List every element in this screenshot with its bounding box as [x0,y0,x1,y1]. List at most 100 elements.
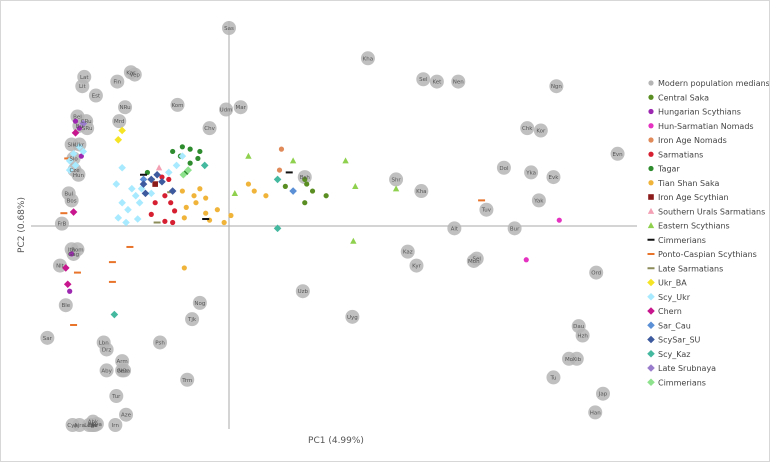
population-label: Uzb [298,289,309,295]
legend-label: Scy_Kaz [658,350,690,359]
legend-item: Sarmatians [648,150,703,159]
tian-shan-saka-point [193,200,199,206]
population-label: Fin [113,80,121,86]
population-median-point [192,295,207,310]
population-median-point [569,351,584,366]
sar-cau-point [139,175,148,184]
legend-marker [647,321,655,330]
population-label: Psh [155,340,165,346]
legend-marker [647,364,655,372]
population-label: Nlt [56,264,65,270]
sar-cau-point [289,187,297,195]
axes-layer [31,21,637,429]
population-label: NOa [118,368,130,374]
population-label: Shr [391,177,401,183]
population-label: Alt [451,226,459,232]
population-label: Trm [181,378,192,384]
legend-marker [647,238,655,241]
sarmatians-point [159,174,165,180]
ukr-ba-point [118,126,126,135]
population-label: Lbn [99,340,110,346]
tagar-point [170,148,176,155]
scy-ukr-point [112,180,121,188]
legend-item: Cimmerians [647,378,706,387]
population-label: Nen [453,80,464,86]
chern-point [69,208,78,216]
legend-item: Chern [647,307,682,316]
central-saka-point [304,181,310,187]
population-label: Bul [64,191,73,197]
population-label: FrB [58,222,67,228]
population-median-point [58,298,73,313]
population-label: Udm [220,108,233,114]
population-median-point [153,335,168,350]
population-label: Sel [473,257,482,263]
legend-label: Ukr_BA [658,279,687,288]
legend-marker [647,253,655,255]
hun-sarmatian-nomads-point [556,217,562,223]
legend-label: Eastern Scythians [658,222,730,231]
population-label: Yka [525,170,536,176]
legend-item: Central Saka [648,93,709,102]
tian-shan-saka-point [179,188,185,194]
tagar-point [197,148,203,155]
sarmatians-point [166,176,172,183]
sarmatians-point [152,200,158,206]
population-median-point [546,170,561,185]
sarmatians-point [170,219,176,226]
population-label: Aze [121,413,132,419]
eastern-scythians-point [392,185,400,192]
scy-ukr-point [65,156,74,165]
scy-ukr-point [137,184,146,193]
x-axis-title: PC1 (4.99%) [308,436,364,446]
legend-item: Hun-Sarmatian Nomads [648,122,754,131]
legend-item: Ukr_BA [647,279,687,288]
eastern-scythians-point [289,157,297,164]
population-label: Geo [117,368,129,374]
hungarian-scythians-point [76,125,82,131]
iron-age-scythian-point [152,181,158,187]
population-label: Kor [536,128,546,134]
scy-ukr-point [71,161,80,170]
population-median-point [99,363,114,378]
legend-label: Scy_Ukr [658,293,691,302]
population-label: Hzh [577,333,588,339]
population-label: Evk [548,175,559,181]
scysar-su-point [141,189,150,198]
legend-marker [647,307,655,315]
late-sarmatians-point [153,221,161,224]
population-median-point [416,72,431,87]
scy-kaz-point [273,175,282,184]
tian-shan-saka-point [197,186,203,192]
population-label: Gag [68,252,79,258]
tagar-point [187,160,193,166]
population-label: Sya [92,422,102,428]
ponto-caspian-scythians-point [70,324,78,327]
population-label: CRu [81,119,92,125]
legend-label: Late Sarmatians [658,264,723,273]
legend-label: Late Srubnaya [658,364,716,373]
population-label: Hun [73,173,85,179]
population-label: Syr [88,423,98,429]
tian-shan-saka-point [228,212,234,219]
population-label: Cze [69,168,80,174]
population-label: Pal [88,423,96,429]
legend-marker [648,123,654,129]
legend-label: ScySar_SU [658,336,701,345]
population-label: Kha [416,189,426,195]
population-median-point [99,342,114,357]
hungarian-scythians-point [69,251,75,257]
population-label: NRu [119,105,130,111]
legend-label: Modern population medians [658,79,769,88]
sarmatians-point [168,200,174,206]
eastern-scythians-point [342,157,349,164]
scy-ukr-point [128,184,136,193]
population-label: Dol [499,166,509,172]
population-label: Kyr [412,264,421,270]
population-median-point [54,216,69,231]
population-label: Kom [171,103,183,109]
population-label: Abk [88,420,99,426]
scy-ukr-point [133,215,142,223]
hun-sarmatian-nomads-point [523,257,529,263]
